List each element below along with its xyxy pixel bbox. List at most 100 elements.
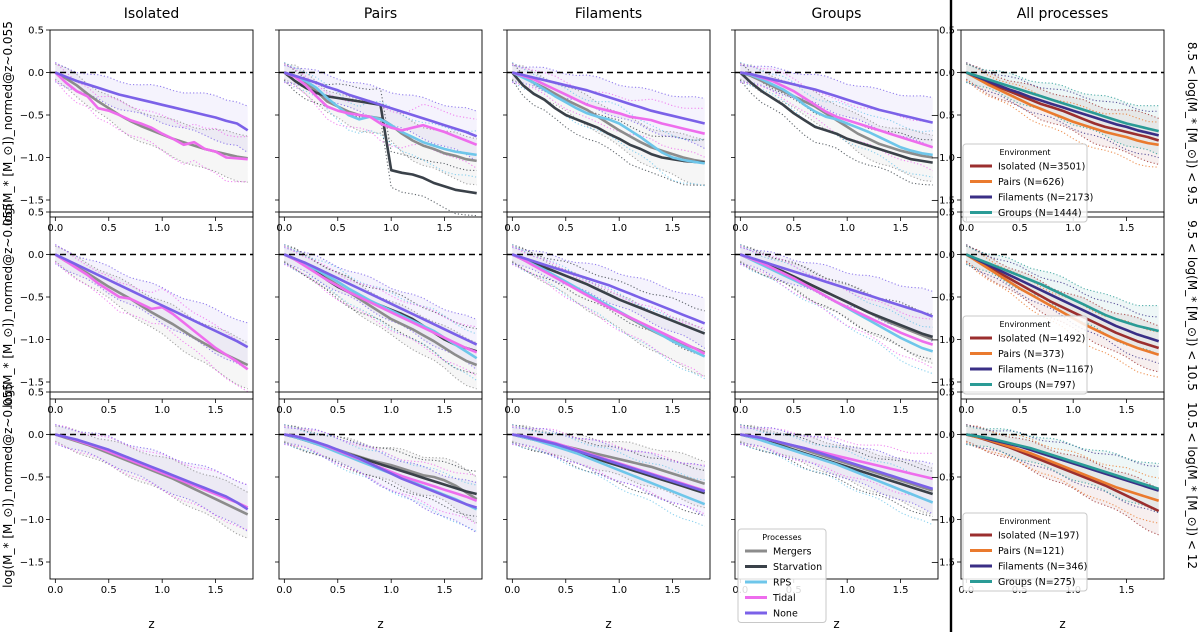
spread-lower-r2c1-tidal xyxy=(54,261,248,393)
x-tick-label-r2c2-3: 1.5 xyxy=(437,405,453,416)
y-tick-label-r3c5-1: 0.0 xyxy=(939,430,955,441)
column-title-filaments: Filaments xyxy=(575,6,642,22)
y-tick-label-r1c5-3: −1.0 xyxy=(931,153,955,164)
y-tick-label-r2c1-1: 0.0 xyxy=(28,250,44,261)
y-axis-label-r3: log(M_* [M_⊙])_normed@z~0.055 xyxy=(1,383,15,588)
legend-title-processes: Processes xyxy=(762,533,801,542)
line-r2c1-none xyxy=(54,253,249,349)
x-tick-label-r3c1-2: 1.0 xyxy=(154,585,170,596)
legend-title-environment-r2: Environment xyxy=(999,320,1050,329)
x-tick-label-r2c4-1: 0.5 xyxy=(786,405,802,416)
line-r1c5-isolated xyxy=(965,71,1160,142)
spread-lower-r2c2-starvation xyxy=(283,261,477,375)
x-tick-label-r3c3-2: 1.0 xyxy=(611,585,627,596)
line-r3c3-rps xyxy=(511,433,706,506)
panel-frame-r2c3 xyxy=(506,211,711,400)
legend-entry-environment-r2-0: Isolated (N=1492) xyxy=(998,334,1085,345)
x-tick-label-r2c5-2: 1.0 xyxy=(1065,405,1081,416)
x-tick-label-r1c3-1: 0.5 xyxy=(558,223,574,234)
y-tick-label-r3c1-0: 0.5 xyxy=(28,388,44,399)
y-tick-label-r1c1-0: 0.5 xyxy=(28,26,44,37)
spread-upper-r2c2-starvation xyxy=(284,244,477,330)
spread-upper-r1c4-mergers xyxy=(740,63,933,136)
legend-entry-processes-1: Starvation xyxy=(773,562,822,573)
band-r3c5-isolated xyxy=(966,426,1159,535)
x-tick-label-r2c3-3: 1.5 xyxy=(665,405,681,416)
spread-upper-r1c3-starvation xyxy=(511,62,705,141)
line-r3c5-pairs xyxy=(965,433,1160,503)
legend-entry-environment-r1-3: Groups (N=1444) xyxy=(998,208,1082,219)
y-tick-label-r3c5-3: −1.0 xyxy=(931,515,955,526)
spread-upper-r1c2-rps xyxy=(284,62,477,133)
x-tick-label-r3c4-2: 1.0 xyxy=(839,585,855,596)
x-tick-label-r1c2-2: 1.0 xyxy=(383,223,399,234)
y-tick-label-r2c5-2: −0.5 xyxy=(931,293,955,304)
spread-upper-r2c5-groups xyxy=(966,245,1159,307)
legend-entry-environment-r3-3: Groups (N=275) xyxy=(998,577,1076,588)
line-r3c3-none xyxy=(512,433,706,493)
spread-lower-r3c5-isolated xyxy=(966,440,1159,536)
y-tick-label-r1c5-0: 0.5 xyxy=(939,26,955,37)
x-tick-label-r1c5-2: 1.0 xyxy=(1065,223,1081,234)
y-tick-label-r3c5-4: −1.5 xyxy=(931,558,955,569)
spread-upper-r3c4-mergers xyxy=(740,424,933,470)
line-r2c3-starvation xyxy=(511,253,706,335)
x-tick-label-r1c2-3: 1.5 xyxy=(437,223,453,234)
legend-environment-r2: Environment Isolated (N=1492) Pairs (N=373… xyxy=(962,315,1093,395)
line-r2c5-groups xyxy=(965,253,1160,333)
spread-lower-r1c5-isolated xyxy=(965,78,1159,165)
spread-lower-r3c4-starvation xyxy=(740,441,933,517)
spread-upper-r1c1-none xyxy=(55,62,248,107)
y-tick-label-r1c5-1: 0.0 xyxy=(939,68,955,79)
y-tick-label-r3c1-1: 0.0 xyxy=(28,430,44,441)
band-r1c1-none xyxy=(55,62,248,153)
line-r1c3-rps xyxy=(511,71,705,165)
spread-lower-r3c2-mergers xyxy=(284,440,477,524)
x-tick-label-r1c5-3: 1.5 xyxy=(1119,223,1135,234)
spread-upper-r2c2-tidal xyxy=(284,245,477,328)
x-tick-label-r3c1-1: 0.5 xyxy=(101,585,117,596)
y-tick-label-r3c1-3: −1.0 xyxy=(20,515,44,526)
legend-entry-environment-r1-1: Pairs (N=626) xyxy=(998,177,1064,188)
x-tick-label-r1c2-0: 0.0 xyxy=(276,223,292,234)
x-tick-label-r2c5-0: 0.0 xyxy=(958,405,974,416)
x-tick-label-r3c2-3: 1.5 xyxy=(437,585,453,596)
line-r1c4-rps xyxy=(740,71,933,157)
line-r2c2-tidal xyxy=(283,253,478,354)
band-r1c4-none xyxy=(740,65,933,148)
spread-upper-r3c2-starvation xyxy=(284,424,477,472)
x-tick-label-r3c1-0: 0.0 xyxy=(47,585,63,596)
y-tick-label-r3c5-2: −0.5 xyxy=(931,473,955,484)
spread-lower-r1c2-mergers xyxy=(284,78,477,186)
spread-lower-r3c5-groups xyxy=(966,443,1159,513)
y-tick-label-r1c1-3: −1.0 xyxy=(20,153,44,164)
spread-upper-r2c1-tidal xyxy=(55,244,248,348)
y-tick-label-r2c5-1: 0.0 xyxy=(939,250,955,261)
line-r1c2-none xyxy=(283,71,478,138)
spread-upper-r1c5-groups xyxy=(966,63,1159,107)
spread-lower-r3c4-none xyxy=(740,443,933,515)
line-r1c3-tidal xyxy=(511,71,706,135)
legend-entry-environment-r2-2: Filaments (N=1167) xyxy=(998,365,1093,376)
line-r1c3-starvation xyxy=(511,71,705,164)
panel-frame-r3c4 xyxy=(734,391,939,580)
legend-entry-environment-r2-3: Groups (N=797) xyxy=(998,380,1076,391)
legend-entry-environment-r1-2: Filaments (N=2173) xyxy=(998,193,1093,204)
x-axis-label-c1: z xyxy=(148,617,154,631)
spread-upper-r2c2-rps xyxy=(284,244,477,335)
line-r2c1-mergers xyxy=(54,253,249,367)
axes-layer: 0.0 0.5 1.0 1.5 0.5 0.0 −0.5 −1.0 −1.5 0.0 0.5 1.0 1… xyxy=(20,0,1165,632)
line-r1c1-none xyxy=(54,71,249,132)
x-tick-label-r3c3-3: 1.5 xyxy=(665,585,681,596)
spread-upper-r2c1-none xyxy=(55,244,248,324)
line-r3c2-none xyxy=(284,433,478,509)
spread-lower-r1c4-starvation xyxy=(739,79,933,186)
line-r3c1-none xyxy=(54,433,249,511)
spread-lower-r3c2-starvation xyxy=(284,441,477,517)
line-r1c2-rps xyxy=(283,71,477,157)
panel-frame-r2c2 xyxy=(278,211,483,400)
y-tick-label-r3c1-2: −0.5 xyxy=(20,473,44,484)
x-axis-label-c3: z xyxy=(605,617,611,631)
x-tick-label-r2c3-2: 1.0 xyxy=(611,405,627,416)
